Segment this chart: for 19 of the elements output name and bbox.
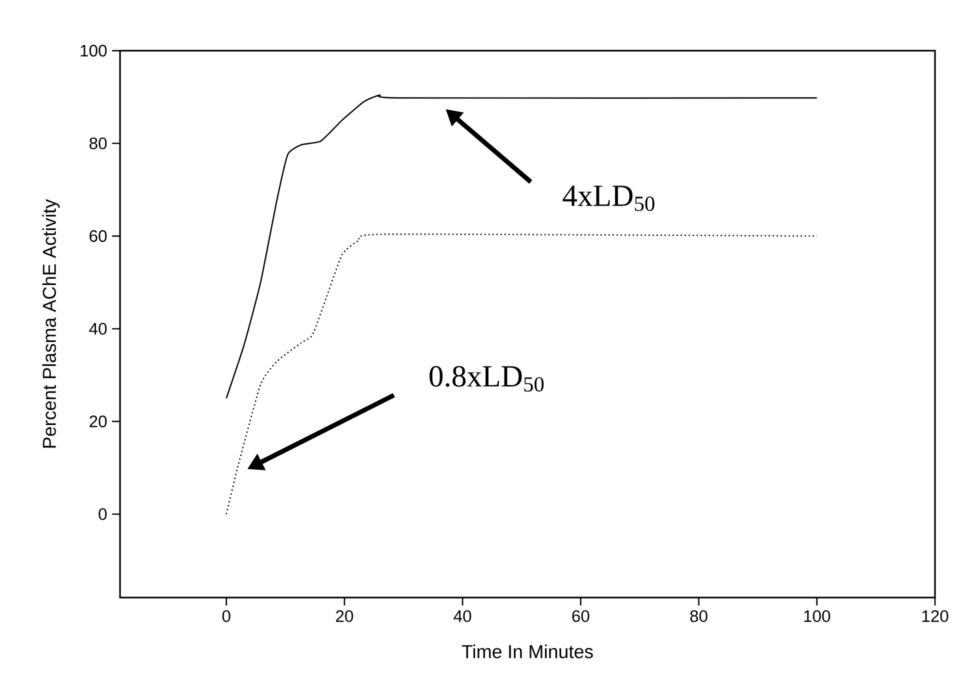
y-tick-label: 0 — [98, 508, 107, 520]
y-tick-label: 60 — [90, 230, 107, 242]
line-series — [226, 94, 818, 399]
line-series — [226, 233, 818, 515]
y-tick-label: 100 — [80, 44, 107, 56]
y-tick-label: 40 — [89, 322, 107, 335]
x-tick-label: 20 — [336, 610, 354, 622]
x-tick-label: 80 — [690, 610, 708, 622]
annotation: 0.8xLD$_{50}$ — [430, 366, 544, 392]
x-tick-label: 120 — [922, 610, 948, 622]
annotation: 4xLD$_{50}$ — [562, 186, 654, 211]
y-axis-title: Percent Plasma AChE Activity — [42, 199, 60, 448]
x-tick-label: 100 — [804, 610, 830, 622]
x-tick-label: 40 — [454, 610, 472, 622]
x-axis-title: Time In Minutes — [462, 644, 593, 658]
y-tick-label: 20 — [90, 415, 107, 428]
x-tick-label: 60 — [572, 610, 590, 622]
x-tick-label: 0 — [222, 610, 230, 622]
y-tick-label: 80 — [90, 137, 107, 150]
